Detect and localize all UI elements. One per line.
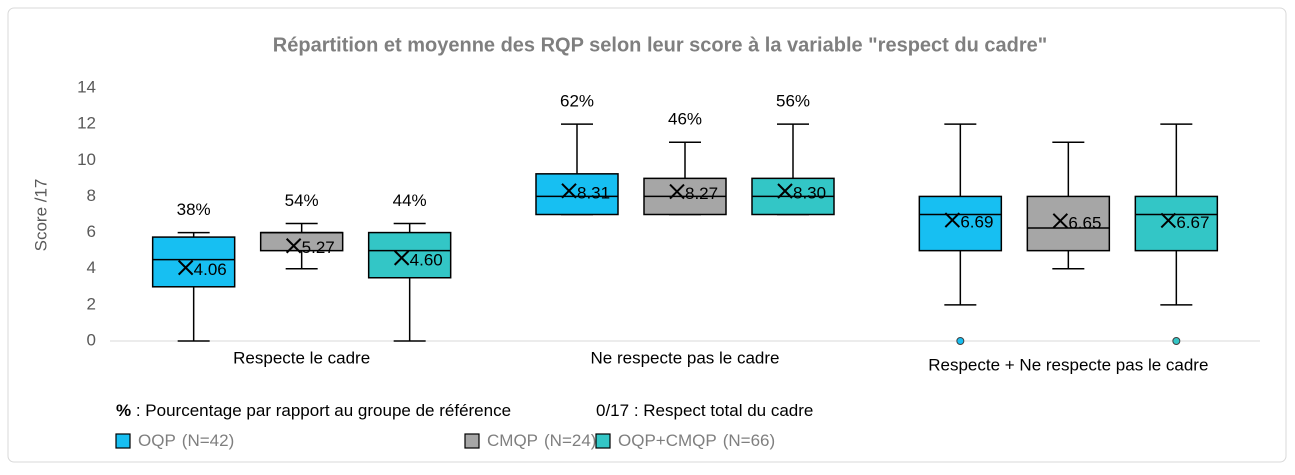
note-text: : Pourcentage par rapport au groupe de r… bbox=[131, 401, 511, 420]
y-tick-label: 2 bbox=[87, 294, 96, 313]
y-tick-label: 8 bbox=[87, 186, 96, 205]
mean-label: 5.27 bbox=[302, 238, 335, 257]
mean-label: 8.31 bbox=[577, 183, 610, 202]
mean-marker bbox=[561, 183, 577, 199]
mean-marker bbox=[944, 212, 961, 228]
mean-label: 8.27 bbox=[685, 184, 718, 203]
legend-n: (N=42) bbox=[182, 431, 234, 450]
mean-marker bbox=[669, 183, 685, 200]
legend-swatch bbox=[115, 433, 131, 449]
outlier bbox=[956, 337, 965, 345]
mean-marker bbox=[1160, 212, 1177, 229]
legend-entry: OQP (N=42) bbox=[138, 431, 234, 450]
legend-swatch bbox=[595, 433, 611, 449]
mean-marker bbox=[285, 238, 302, 254]
percent-label: 62% bbox=[560, 92, 594, 111]
legend-name: CMQP bbox=[487, 431, 538, 450]
chart-frame bbox=[7, 7, 1287, 463]
chart-title: Répartition et moyenne des RQP selon leu… bbox=[273, 34, 1047, 56]
mean-marker bbox=[1052, 213, 1069, 229]
mean-label: 4.06 bbox=[194, 260, 227, 279]
box bbox=[1134, 195, 1219, 252]
box bbox=[918, 195, 1003, 252]
mean-marker bbox=[393, 250, 410, 266]
legend-name: OQP bbox=[138, 431, 176, 450]
percent-label: 38% bbox=[177, 200, 211, 219]
mean-label: 6.67 bbox=[1176, 213, 1209, 232]
note-symbol: % bbox=[116, 401, 131, 420]
percent-label: 46% bbox=[668, 110, 702, 129]
box bbox=[1026, 195, 1111, 252]
box bbox=[151, 236, 236, 288]
mean-marker bbox=[777, 183, 793, 199]
box bbox=[367, 231, 452, 279]
y-tick-label: 12 bbox=[77, 114, 96, 133]
x-tick-label: Respecte + Ne respecte pas le cadre bbox=[928, 355, 1208, 374]
x-tick-label: Ne respecte pas le cadre bbox=[591, 348, 780, 367]
y-tick-label: 0 bbox=[87, 330, 96, 349]
percent-label: 54% bbox=[285, 191, 319, 210]
y-tick-label: 4 bbox=[87, 258, 96, 277]
outlier bbox=[1172, 337, 1181, 345]
legend-n: (N=24) bbox=[544, 431, 596, 450]
note-symbol: 0/17 bbox=[596, 401, 629, 420]
mean-label: 6.69 bbox=[960, 213, 993, 232]
note: % : Pourcentage par rapport au groupe de… bbox=[116, 401, 511, 420]
legend-entry: OQP+CMQP (N=66) bbox=[618, 431, 775, 450]
legend-entry: CMQP (N=24) bbox=[487, 431, 596, 450]
y-tick-label: 6 bbox=[87, 222, 96, 241]
y-tick-label: 10 bbox=[77, 150, 96, 169]
legend-swatch bbox=[464, 433, 480, 449]
mean-label: 8.30 bbox=[793, 183, 826, 202]
percent-label: 56% bbox=[776, 92, 810, 111]
note: 0/17 : Respect total du cadre bbox=[596, 401, 813, 420]
legend-name: OQP+CMQP bbox=[618, 431, 717, 450]
mean-label: 6.65 bbox=[1068, 213, 1101, 232]
mean-marker bbox=[177, 259, 194, 276]
percent-label: 44% bbox=[393, 191, 427, 210]
y-axis-label: Score /17 bbox=[31, 179, 50, 252]
y-tick-label: 14 bbox=[77, 77, 96, 96]
note-text: : Respect total du cadre bbox=[629, 401, 813, 420]
x-tick-label: Respecte le cadre bbox=[233, 348, 370, 367]
legend-n: (N=66) bbox=[723, 431, 775, 450]
mean-label: 4.60 bbox=[410, 250, 443, 269]
box bbox=[535, 173, 619, 216]
